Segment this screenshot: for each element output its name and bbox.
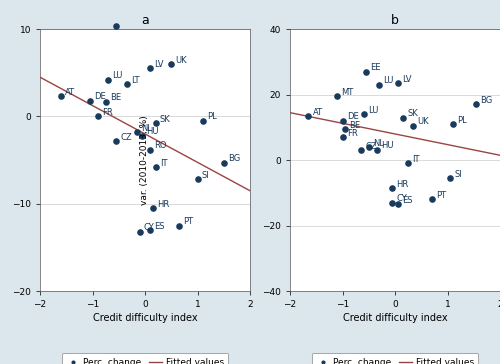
Text: LU: LU	[368, 106, 378, 115]
Point	[133, 129, 141, 135]
Legend: Perc. change, Fitted values: Perc. change, Fitted values	[312, 353, 478, 364]
Point	[86, 98, 94, 104]
Point	[94, 114, 102, 119]
Point	[404, 161, 412, 166]
Text: PT: PT	[436, 191, 446, 200]
Text: BG: BG	[480, 96, 493, 105]
Text: CY: CY	[144, 223, 154, 232]
Text: ES: ES	[154, 222, 165, 231]
Text: PL: PL	[457, 116, 466, 125]
Text: PL: PL	[207, 112, 216, 122]
Point	[175, 223, 183, 229]
X-axis label: Credit difficulty index: Credit difficulty index	[342, 313, 448, 323]
Text: DE: DE	[346, 112, 358, 122]
Point	[338, 118, 346, 124]
Text: LU: LU	[384, 76, 394, 86]
Text: HR: HR	[157, 200, 170, 209]
Text: LV: LV	[402, 75, 411, 84]
Point	[375, 82, 384, 88]
Point	[394, 202, 402, 207]
Point	[122, 81, 130, 87]
Text: LV: LV	[154, 60, 164, 69]
Point	[138, 133, 146, 139]
Point	[341, 126, 349, 132]
Point	[338, 134, 346, 140]
Point	[146, 147, 154, 153]
Text: IT: IT	[412, 155, 420, 164]
Point	[372, 147, 380, 153]
Point	[57, 94, 65, 99]
Point	[102, 99, 110, 104]
Text: FR: FR	[346, 129, 358, 138]
Point	[199, 118, 207, 124]
Text: SI: SI	[454, 170, 462, 179]
Point	[446, 175, 454, 181]
Point	[428, 197, 436, 202]
Point	[388, 200, 396, 206]
Point	[394, 80, 402, 86]
Point	[357, 147, 365, 153]
Point	[194, 177, 202, 182]
Point	[365, 144, 373, 150]
Text: AT: AT	[65, 88, 76, 97]
Text: HU: HU	[381, 141, 394, 150]
Text: BE: BE	[350, 120, 360, 130]
Legend: Perc. change, Fitted values: Perc. change, Fitted values	[62, 353, 228, 364]
Point	[399, 115, 407, 120]
Point	[220, 160, 228, 166]
Point	[149, 205, 157, 211]
Text: BG: BG	[228, 154, 240, 163]
Text: RO: RO	[154, 141, 167, 150]
Point	[449, 121, 457, 127]
Text: SK: SK	[407, 109, 418, 118]
Text: var. (2010-2013, %): var. (2010-2013, %)	[140, 115, 149, 205]
Text: EE: EE	[370, 63, 381, 72]
Text: CZ: CZ	[365, 142, 376, 151]
Title: b: b	[391, 13, 399, 27]
Text: LT: LT	[131, 76, 140, 85]
Point	[146, 66, 154, 71]
Text: NL: NL	[142, 124, 152, 133]
Text: NL: NL	[373, 139, 384, 148]
Point	[167, 61, 175, 67]
Text: UK: UK	[176, 56, 187, 65]
Text: SK: SK	[160, 115, 170, 124]
Point	[112, 24, 120, 29]
Text: HU: HU	[146, 127, 159, 136]
Text: AT: AT	[312, 107, 322, 116]
Text: SI: SI	[202, 171, 209, 180]
Text: UK: UK	[418, 117, 429, 126]
Text: DE: DE	[94, 92, 106, 101]
Text: EE: EE	[0, 363, 1, 364]
Text: HR: HR	[396, 179, 409, 189]
Text: CZ: CZ	[120, 132, 132, 142]
Text: PT: PT	[184, 217, 194, 226]
Point	[472, 102, 480, 107]
Point	[362, 69, 370, 75]
Text: BE: BE	[110, 93, 121, 102]
Point	[304, 113, 312, 119]
Text: LU: LU	[112, 71, 123, 80]
Point	[152, 164, 160, 170]
X-axis label: Credit difficulty index: Credit difficulty index	[92, 313, 198, 323]
Text: IT: IT	[160, 159, 167, 168]
Point	[146, 227, 154, 233]
Point	[333, 93, 341, 99]
Point	[112, 138, 120, 144]
Text: CY: CY	[396, 194, 407, 203]
Point	[388, 185, 396, 191]
Text: FR: FR	[102, 108, 113, 117]
Point	[136, 229, 144, 235]
Point	[410, 123, 418, 129]
Point	[152, 120, 160, 126]
Point	[360, 111, 368, 117]
Text: ES: ES	[402, 196, 412, 205]
Point	[104, 77, 112, 83]
Text: MT: MT	[342, 88, 353, 97]
Title: a: a	[141, 13, 149, 27]
